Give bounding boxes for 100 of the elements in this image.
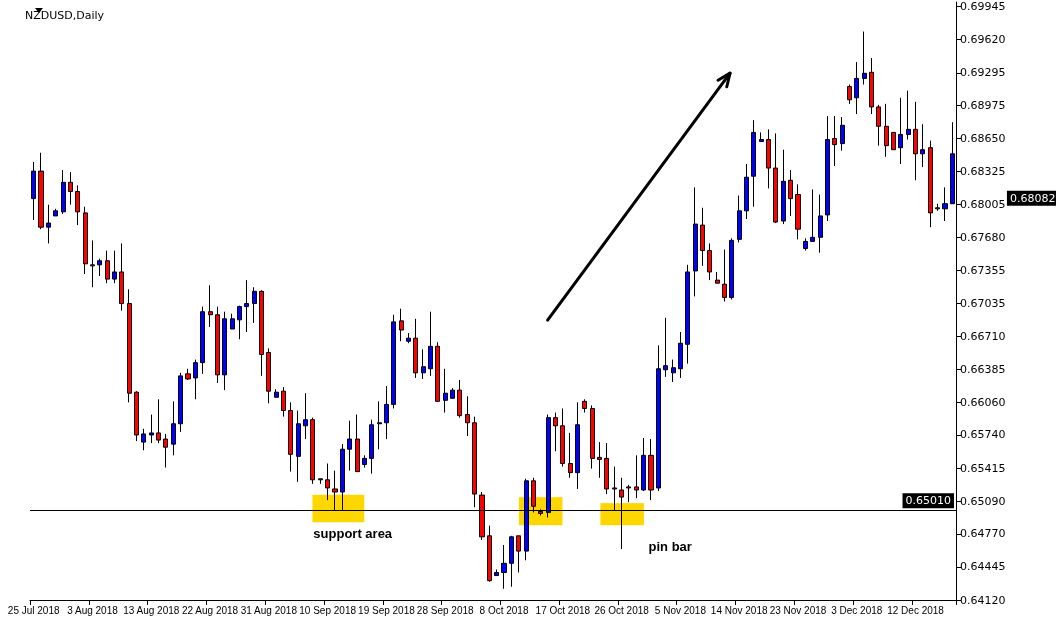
candlestick: [920, 123, 925, 168]
candlestick: [648, 438, 654, 501]
candlestick: [663, 317, 668, 378]
candlestick: [634, 454, 639, 499]
candlestick: [83, 206, 88, 275]
candlestick: [840, 116, 845, 152]
y-tick-label: 0.68005: [960, 197, 1006, 211]
candlestick: [582, 398, 587, 414]
candlestick: [707, 242, 712, 281]
candlestick: [362, 454, 367, 469]
candlestick: [90, 239, 95, 288]
x-tick-label: 14 Nov 2018: [710, 604, 768, 616]
candlestick: [913, 101, 918, 181]
candlestick: [906, 90, 911, 141]
candlestick: [487, 525, 492, 583]
x-tick-label: 28 Sep 2018: [416, 604, 475, 616]
candlestick: [626, 484, 631, 503]
x-tick-label: 22 Aug 2018: [181, 604, 239, 616]
candlestick: [61, 169, 66, 215]
y-tick-label: 0.69295: [960, 66, 1006, 80]
x-tick-label: 17 Oct 2018: [535, 604, 591, 616]
x-tick-label: 3 Aug 2018: [67, 604, 119, 616]
candlestick: [472, 416, 477, 508]
y-tick-label: 0.64120: [960, 593, 1006, 607]
y-tick-label: 0.65415: [960, 461, 1006, 475]
candlestick: [281, 386, 286, 418]
text: NZDUSD,Daily: [25, 9, 105, 22]
candlestick: [75, 184, 80, 226]
x-tick-label: 10 Sep 2018: [299, 604, 357, 616]
y-tick-label: 0.67035: [960, 296, 1006, 310]
candlestick: [810, 188, 815, 242]
candlestick: [766, 128, 771, 189]
candlestick: [384, 385, 389, 440]
y-tick-label: 0.65740: [960, 428, 1006, 442]
candlestick: [230, 313, 235, 330]
candlestick: [494, 568, 499, 577]
candlestick: [325, 462, 330, 501]
candlestick: [141, 428, 146, 451]
candlestick: [729, 237, 734, 300]
candlestick: [876, 104, 881, 147]
candlestick: [46, 204, 51, 244]
candlestick: [457, 379, 462, 419]
candlestick: [773, 132, 778, 224]
x-tick-label: 26 Oct 2018: [594, 604, 650, 616]
candlestick: [274, 388, 279, 398]
candlestick: [318, 478, 323, 485]
candlestick: [171, 400, 176, 456]
candlestick: [68, 171, 73, 206]
candlestick: [200, 306, 205, 375]
candlestick: [715, 271, 720, 284]
text: 0.68082: [1009, 191, 1056, 205]
candlestick: [127, 288, 132, 403]
candlestick: [685, 264, 690, 365]
candlestick: [377, 400, 382, 450]
candlestick: [119, 242, 124, 312]
candlestick: [428, 311, 433, 377]
candlestick: [112, 250, 117, 284]
x-tick-label: 12 Dec 2018: [887, 604, 945, 616]
candlestick: [501, 544, 507, 590]
y-tick-label: 0.68650: [960, 132, 1006, 146]
y-tick-label: 0.68325: [960, 165, 1006, 179]
candlestick: [465, 395, 470, 437]
candlestick: [898, 97, 903, 165]
candlestick: [237, 305, 242, 340]
annotation: support area: [313, 525, 393, 541]
candlestick: [942, 186, 948, 222]
candlestick: [105, 250, 110, 284]
y-tick-label: 0.67355: [960, 263, 1006, 277]
candlestick: [825, 115, 830, 222]
candlestick: [406, 332, 411, 344]
y-tick-label: 0.66060: [960, 395, 1006, 409]
candlestick: [693, 186, 698, 297]
candlestick: [215, 306, 220, 384]
candlestick: [597, 441, 602, 479]
candlestick: [656, 344, 661, 492]
x-tick-label: 3 Dec 2018: [831, 604, 883, 616]
candlestick: [450, 387, 455, 399]
candlestick: [928, 140, 933, 228]
candlestick: [818, 194, 823, 254]
candlestick: [759, 131, 764, 143]
candlestick: [435, 341, 440, 402]
candlestick: [421, 348, 426, 380]
candlestick: [193, 359, 198, 400]
y-tick-label: 0.66710: [960, 329, 1006, 343]
candlestick: [847, 84, 852, 105]
candlestick: [568, 432, 573, 479]
candlestick: [31, 161, 36, 221]
candlestick: [560, 407, 565, 468]
candlestick: [163, 433, 168, 469]
candlestick: [700, 207, 705, 267]
candlestick: [156, 398, 161, 444]
x-tick-label: 5 Nov 2018: [654, 604, 707, 616]
candlestick: [38, 152, 44, 230]
candlestick: [266, 347, 271, 404]
candlestick: [413, 318, 418, 379]
candlestick: [781, 149, 786, 225]
candlestick: [604, 442, 609, 495]
candlestick: [671, 359, 676, 383]
candlestick: [803, 237, 808, 252]
candlestick: [854, 61, 859, 115]
